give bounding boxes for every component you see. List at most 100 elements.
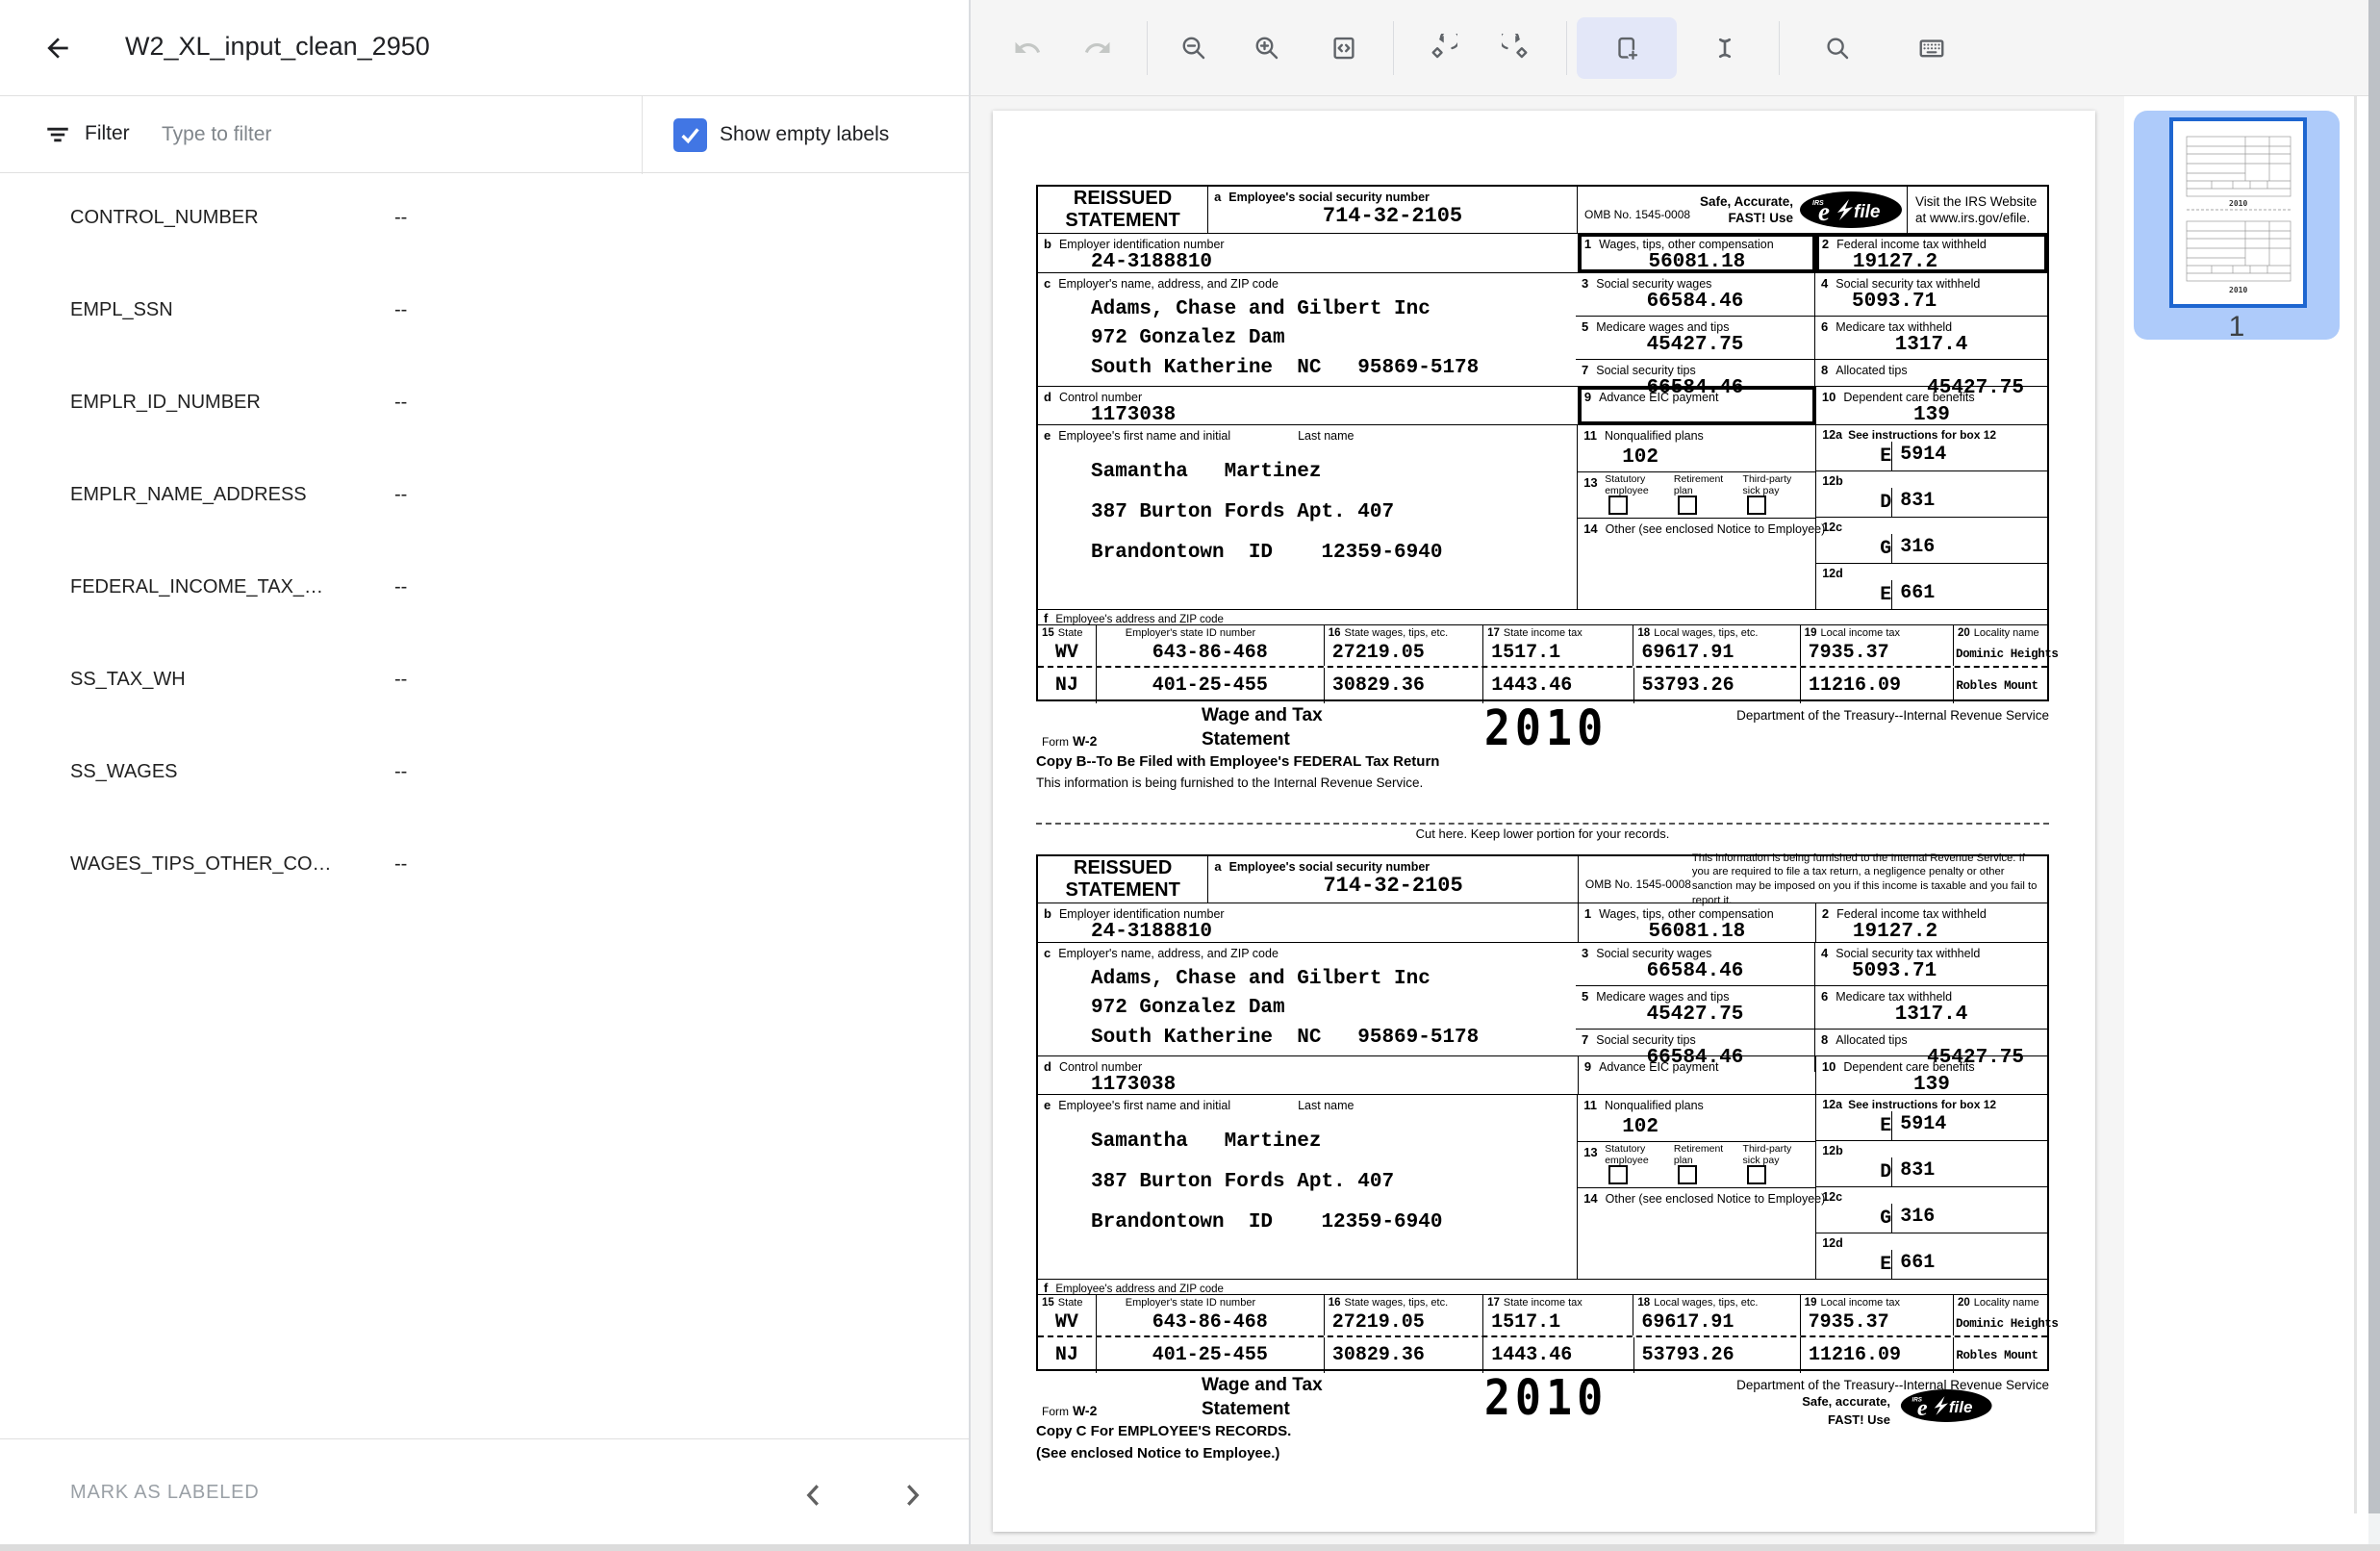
box-14-other: 14 Other (see enclosed Notice to Employee…	[1578, 517, 1825, 610]
field-row-ss-tax-wh[interactable]: SS_TAX_WH --	[70, 669, 408, 690]
add-bounding-box-icon[interactable]	[1612, 34, 1641, 63]
cut-here-separator: Cut here. Keep lower portion for your re…	[1036, 823, 2049, 841]
next-page-button[interactable]	[895, 1478, 929, 1513]
field-row-ss-wages[interactable]: SS_WAGES --	[70, 761, 408, 782]
zoom-out-icon[interactable]	[1179, 34, 1208, 63]
header-right: OMB No. 1545-0008 Safe, Accurate,FAST! U…	[1577, 852, 2047, 906]
furnish-notice: This information is being furnished to t…	[1691, 852, 2038, 906]
irs-efile-logo: IRS e file	[1900, 1389, 1992, 1422]
keyboard-shortcuts-icon[interactable]	[1917, 34, 1946, 63]
page-thumbnail-selected[interactable]: 2010 2010 1	[2134, 111, 2340, 343]
chevron-right-icon	[907, 1485, 920, 1506]
box-12d: 12d E 661	[1816, 563, 2047, 609]
copy-c-line1: Copy C For EMPLOYEE'S RECORDS.	[1036, 1423, 1292, 1439]
copy-b-line2: This information is being furnished to t…	[1036, 776, 1424, 790]
tax-year: 2010	[1483, 1369, 1608, 1427]
irs-efile-logo: IRS e file	[1800, 191, 1902, 228]
box-10-dependent-care: 10 Dependent care benefits 139	[1814, 387, 2047, 426]
rotate-left-icon[interactable]	[1429, 29, 1460, 63]
back-button[interactable]	[42, 33, 73, 64]
state-row-wv: 15 State WV Employer's state ID number 643-…	[1042, 1295, 2059, 1336]
scrollbar-thumb[interactable]	[2368, 0, 2380, 1513]
field-row-control-number[interactable]: CONTROL_NUMBER --	[70, 207, 408, 228]
box-3-ss-wages: 3 Social security wages 66584.46	[1582, 946, 1744, 982]
third-party-sick-pay-checkbox: Third-party sick pay	[1743, 1142, 1812, 1187]
thumbnail-miniature: 2010 2010	[2186, 136, 2291, 294]
retirement-plan-checkbox: Retirement plan	[1674, 1142, 1743, 1187]
document-title: W2_XL_input_clean_2950	[125, 32, 430, 61]
undo-icon[interactable]	[1013, 34, 1042, 63]
checkbox-square	[1677, 495, 1697, 515]
field-row-federal-income-tax[interactable]: FEDERAL_INCOME_TAX_… --	[70, 576, 408, 598]
checkbox-square	[1608, 1164, 1629, 1184]
filter-label: Filter	[85, 122, 130, 144]
window-scrollbar	[2368, 0, 2380, 1551]
search-icon[interactable]	[1823, 34, 1852, 63]
tax-year: 2010	[1483, 699, 1608, 757]
zoom-in-icon[interactable]	[1253, 34, 1281, 63]
state-row-nj: NJ 401-25-455 30829.36 1443.46 53793.26 …	[1038, 1335, 2047, 1373]
box-7-ss-tips: 7 Social security tips 66584.46	[1582, 363, 1744, 399]
svg-text:IRS: IRS	[1812, 200, 1824, 207]
box-12b: 12b D 831	[1816, 1140, 2047, 1186]
box-e-employee: e Employee's first name and initial Last n…	[1044, 428, 1443, 564]
rotate-right-icon[interactable]	[1499, 29, 1531, 63]
box-b-ein: b Employer identification number 24-31888…	[1044, 906, 1225, 943]
active-tool-highlight	[1577, 17, 1677, 79]
box-1-wages: 1 Wages, tips, other compensation 56081.1…	[1577, 234, 1815, 273]
box-6-medicare-tax: 6 Medicare tax withheld 1317.4	[1814, 986, 2047, 1029]
omb-number: OMB No. 1545-0008	[1584, 208, 1691, 221]
box-14-other: 14 Other (see enclosed Notice to Employee…	[1578, 1186, 1825, 1280]
w2-document-page[interactable]: REISSUED STATEMENT a Employee's social sec…	[993, 111, 2095, 1532]
box-12c: 12c G 316	[1816, 1186, 2047, 1233]
show-empty-labels-checkbox[interactable]	[673, 118, 707, 152]
filter-icon	[44, 121, 71, 148]
box-9-advance-eic: 9 Advance EIC payment	[1577, 1056, 1815, 1094]
checkbox-square	[1677, 1164, 1697, 1184]
thumbnail-panel: 2010 2010 1	[2124, 96, 2368, 1551]
field-row-emplr-id-number[interactable]: EMPLR_ID_NUMBER --	[70, 392, 408, 413]
svg-text:file: file	[1949, 1398, 1973, 1416]
svg-text:2010: 2010	[2229, 199, 2247, 208]
previous-page-button[interactable]	[797, 1478, 831, 1513]
panel-divider	[970, 0, 971, 1551]
form-title: Wage and Tax Statement	[1202, 1375, 1323, 1419]
left-panel-footer: MARK AS LABELED	[0, 1438, 969, 1544]
box-a-ssn: a Employee's social security number 714-3…	[1207, 856, 1578, 903]
document-canvas[interactable]: REISSUED STATEMENT a Employee's social sec…	[971, 96, 2124, 1551]
w2-form-copy-c: REISSUED STATEMENT a Employee's social sec…	[1036, 852, 2059, 1475]
field-row-empl-ssn[interactable]: EMPL_SSN --	[70, 299, 408, 320]
box-12d: 12d E 661	[1816, 1233, 2047, 1279]
box-c-employer: c Employer's name, address, and ZIP code …	[1044, 946, 1480, 1049]
box-a-ssn: a Employee's social security number 714-3…	[1207, 187, 1577, 233]
toolbar-divider	[1779, 21, 1780, 75]
toolbar-divider	[1393, 21, 1394, 75]
fit-to-width-icon[interactable]	[1329, 34, 1358, 63]
filter-bar: Filter Show empty labels	[0, 95, 969, 174]
w2-form-footer: Form W-2 Wage and Tax Statement 2010 Depar…	[1036, 699, 2049, 805]
mark-as-labeled-button[interactable]: MARK AS LABELED	[70, 1482, 260, 1503]
box-e-employee: e Employee's first name and initial Last n…	[1044, 1098, 1443, 1233]
box-2-federal-tax: 2 Federal income tax withheld 19127.2	[1814, 234, 2047, 273]
form-number: Form W-2	[1042, 1403, 1098, 1418]
svg-text:2010: 2010	[2229, 286, 2247, 294]
svg-text:file: file	[1854, 202, 1881, 222]
statutory-employee-checkbox: Statutory employee	[1605, 472, 1674, 518]
field-row-wages-tips-other[interactable]: WAGES_TIPS_OTHER_CO… --	[70, 853, 408, 875]
redo-icon[interactable]	[1083, 34, 1112, 63]
filter-input[interactable]	[162, 114, 566, 156]
field-row-emplr-name-address[interactable]: EMPLR_NAME_ADDRESS --	[70, 484, 408, 505]
box-4-ss-tax: 4 Social security tax withheld 5093.71	[1814, 273, 2047, 316]
page-thumbnail-image[interactable]: 2010 2010	[2169, 117, 2307, 308]
box-c-employer: c Employer's name, address, and ZIP code …	[1044, 276, 1480, 379]
box-1-wages: 1 Wages, tips, other compensation 56081.1…	[1577, 903, 1815, 943]
header-right: OMB No. 1545-0008 Safe, Accurate,FAST! U…	[1577, 187, 2047, 233]
window-bottom-edge	[0, 1544, 2380, 1551]
annotation-toolbar	[971, 0, 2368, 96]
box-5-medicare-wages: 5 Medicare wages and tips 45427.75	[1582, 989, 1744, 1026]
box-13-checkboxes: 13 Statutory employee Retirement plan	[1578, 470, 1816, 518]
select-vertical-icon[interactable]	[1710, 34, 1739, 63]
checkbox-square	[1608, 495, 1629, 515]
form-number: Form W-2	[1042, 733, 1098, 749]
